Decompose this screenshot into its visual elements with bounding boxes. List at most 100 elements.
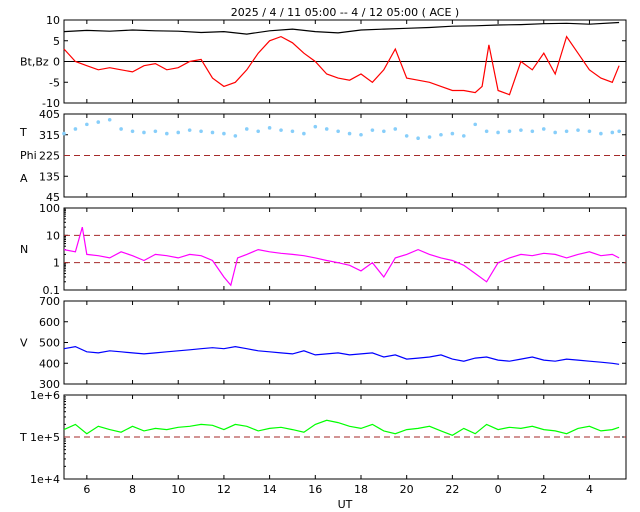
- series-line-t: [63, 419, 620, 436]
- x-tick-label: 22: [445, 483, 459, 496]
- panel-bt-bz: 10 5 0 -5 -10 Bt,Bz: [20, 14, 627, 110]
- data-point: [370, 128, 375, 132]
- x-tick-label: 4: [586, 483, 593, 496]
- data-point: [450, 131, 455, 136]
- y-tick-label: 225: [39, 150, 60, 163]
- x-tick-label: 16: [308, 483, 322, 496]
- data-point: [153, 129, 158, 134]
- data-point: [256, 129, 260, 134]
- series-line-n: [63, 226, 620, 287]
- y-axis-label: A: [20, 172, 28, 185]
- data-point: [439, 132, 443, 137]
- data-point: [62, 131, 66, 136]
- data-point: [142, 130, 146, 135]
- panel-frame: [63, 300, 627, 385]
- x-tick-label: 14: [263, 483, 277, 496]
- y-tick-label: 1e+4: [30, 473, 60, 486]
- y-axis-label: Phi: [20, 149, 37, 162]
- data-point: [416, 136, 420, 141]
- data-point: [496, 130, 500, 135]
- y-axis-label: Bt,Bz: [20, 56, 49, 69]
- data-point: [199, 129, 203, 134]
- data-point: [107, 117, 112, 122]
- data-point: [244, 127, 249, 131]
- y-tick-label: 45: [46, 191, 60, 204]
- data-point: [336, 129, 340, 134]
- panel-temperature-phi: 405 315 225 135 45 T Phi A: [19, 108, 627, 204]
- data-point: [404, 134, 409, 138]
- y-axis-label: T: [19, 431, 27, 444]
- x-tick-label: 8: [129, 483, 136, 496]
- y-tick-label: 10: [46, 14, 60, 27]
- data-point: [313, 124, 318, 129]
- data-point: [347, 131, 352, 136]
- data-point: [130, 129, 135, 134]
- data-point: [210, 130, 215, 135]
- y-tick-label: 0: [53, 56, 60, 69]
- y-axis-label: T: [19, 126, 27, 139]
- x-tick-label: 12: [217, 483, 231, 496]
- data-point: [324, 127, 329, 131]
- y-tick-label: 5: [53, 35, 60, 48]
- data-point: [96, 120, 101, 124]
- data-point: [233, 134, 238, 138]
- x-tick-label: 6: [83, 483, 90, 496]
- series-line-bz: [63, 35, 620, 96]
- panel-density: 100 10 1 0.1 N: [20, 202, 627, 297]
- y-tick-label: 600: [39, 316, 60, 329]
- series-line-v: [63, 345, 620, 365]
- y-tick-label: 700: [39, 295, 60, 308]
- data-point: [290, 129, 295, 134]
- y-tick-label: 500: [39, 337, 60, 350]
- data-point: [267, 126, 272, 130]
- y-tick-label: -5: [49, 76, 60, 89]
- chart-title: 2025 / 4 / 11 05:00 -- 4 / 12 05:00 ( AC…: [231, 6, 459, 19]
- panel-temperature: 1e+6 1e+5 1e+4 T: [19, 389, 627, 486]
- data-point: [553, 130, 557, 135]
- data-point: [576, 128, 580, 132]
- y-tick-label: 300: [39, 378, 60, 391]
- data-point: [119, 127, 123, 131]
- data-point: [507, 129, 512, 134]
- y-tick-label: 405: [39, 108, 60, 121]
- data-point: [484, 129, 489, 134]
- data-point: [599, 131, 603, 136]
- data-point: [187, 128, 192, 132]
- data-point: [587, 129, 592, 134]
- data-point: [382, 129, 386, 134]
- y-axis-label: N: [20, 243, 28, 256]
- y-tick-label: 100: [39, 202, 60, 215]
- series-line-bt: [63, 21, 620, 35]
- x-axis: 6 8 10 12 14 16 18 20 22 0 2 4: [83, 483, 593, 496]
- chart-panels: 1050-5-10Bt,Bz40531522513545TPhiA1001010…: [19, 14, 627, 486]
- data-point: [85, 122, 89, 127]
- panel-frame: [63, 207, 627, 291]
- data-point: [564, 129, 569, 134]
- y-tick-label: 1e+5: [30, 431, 60, 444]
- data-point: [73, 127, 78, 131]
- data-point: [530, 129, 535, 134]
- data-point: [541, 127, 546, 131]
- x-tick-label: 0: [495, 483, 502, 496]
- y-tick-label: 1e+6: [30, 389, 60, 402]
- data-point: [279, 128, 283, 132]
- y-tick-label: 0.1: [43, 284, 61, 297]
- y-tick-label: 135: [39, 170, 60, 183]
- data-point: [359, 132, 363, 137]
- data-point: [302, 131, 306, 136]
- data-point: [461, 134, 466, 138]
- data-point: [222, 131, 226, 136]
- data-point: [393, 127, 398, 131]
- data-point: [473, 122, 478, 127]
- data-point: [519, 128, 523, 132]
- data-point: [165, 131, 169, 136]
- x-tick-label: 18: [354, 483, 368, 496]
- x-axis-label: UT: [338, 498, 353, 511]
- x-tick-label: 2: [540, 483, 547, 496]
- panel-speed: 700 600 500 400 300 V: [20, 295, 627, 391]
- data-point: [617, 129, 621, 134]
- y-tick-label: -10: [42, 97, 60, 110]
- data-point: [176, 130, 181, 135]
- x-tick-label: 10: [171, 483, 185, 496]
